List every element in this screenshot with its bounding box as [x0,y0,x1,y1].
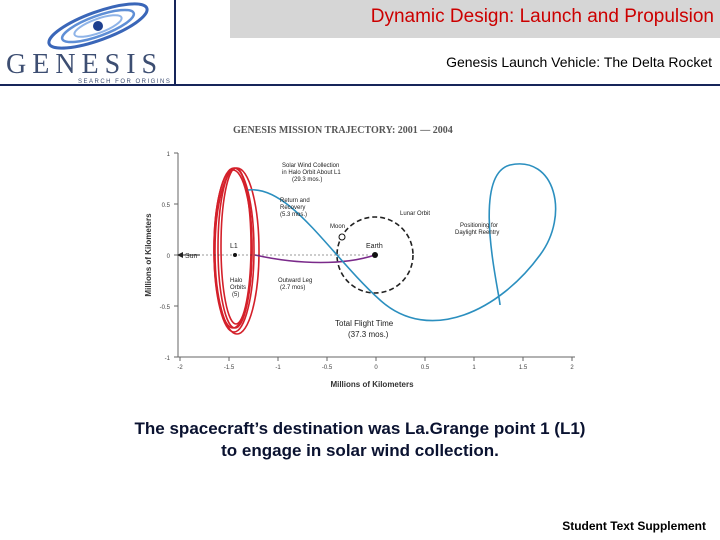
x-tick-label: 1.5 [519,365,528,371]
y-tick-label: -1 [165,356,171,362]
moon-marker [338,233,346,241]
label-moon: Moon [330,224,345,230]
caption-line-1: The spacecraft’s destination was La.Gran… [134,419,586,438]
x-tick-label: 0.5 [421,365,430,371]
svg-text:Orbits: Orbits [230,285,246,291]
label-sun: Sun [185,253,198,260]
x-tick-label: 2 [570,365,574,371]
x-tick-label: 1 [472,365,476,371]
logo-tagline: SEARCH FOR ORIGINS [78,79,171,85]
header-divider-vertical [174,0,176,86]
svg-text:in Halo Orbit About L1: in Halo Orbit About L1 [282,170,341,176]
x-tick-label: 0 [374,365,378,371]
label-positioning: Positioning for [460,223,498,229]
label-outward-leg: Outward Leg [278,278,312,284]
label-halo-orbits: Halo [230,278,243,284]
svg-text:(5): (5) [232,292,239,298]
trajectory-diagram: GENESIS MISSION TRAJECTORY: 2001 — 2004 … [144,125,575,389]
x-tick-label: -1.5 [224,365,235,371]
label-solar-wind: Solar Wind Collection [282,163,339,169]
y-tick-label: 0 [167,254,171,260]
l1-marker [233,253,237,257]
halo-orbits [213,167,260,335]
label-return: Return and [280,198,310,204]
diagram-title: GENESIS MISSION TRAJECTORY: 2001 — 2004 [233,125,453,136]
label-earth: Earth [366,243,383,250]
outward-leg-path [254,254,376,264]
x-tick-label: -2 [177,365,183,371]
earth-marker [372,252,378,258]
x-axis-label: Millions of Kilometers [330,380,414,389]
caption-line-2: to engage in solar wind collection. [221,441,499,460]
footer-note: Student Text Supplement [562,519,706,533]
svg-text:Recovery: Recovery [280,205,305,211]
caption: The spacecraft’s destination was La.Gran… [0,418,720,462]
page-subtitle: Genesis Launch Vehicle: The Delta Rocket [446,54,712,70]
y-axis-label: Millions of Kilometers [144,213,153,297]
label-lunar-orbit: Lunar Orbit [400,211,430,217]
svg-text:(5.3 mos.): (5.3 mos.) [280,212,307,218]
swirl-emblem [47,2,149,50]
label-l1: L1 [230,243,238,250]
return-path [247,163,557,322]
y-tick-label: 0.5 [162,203,171,209]
y-tick-label: -0.5 [160,305,171,311]
y-tick-label: 1 [167,152,171,158]
logo-wordmark: GENESIS [6,49,163,80]
svg-text:(29.3 mos.): (29.3 mos.) [292,177,322,183]
lunar-orbit-path [336,216,414,294]
svg-text:(37.3 mos.): (37.3 mos.) [348,330,389,339]
page-title: Dynamic Design: Launch and Propulsion [370,6,714,27]
x-tick-label: -0.5 [322,365,333,371]
label-total-flight-time: Total Flight Time [335,319,394,328]
header-divider-horizontal [0,84,720,86]
header-band [230,0,720,38]
x-tick-label: -1 [275,365,281,371]
svg-text:(2.7 mos): (2.7 mos) [280,285,305,291]
genesis-logo: GENESIS SEARCH FOR ORIGINS [6,2,171,85]
svg-text:Daylight Reentry: Daylight Reentry [455,230,499,236]
